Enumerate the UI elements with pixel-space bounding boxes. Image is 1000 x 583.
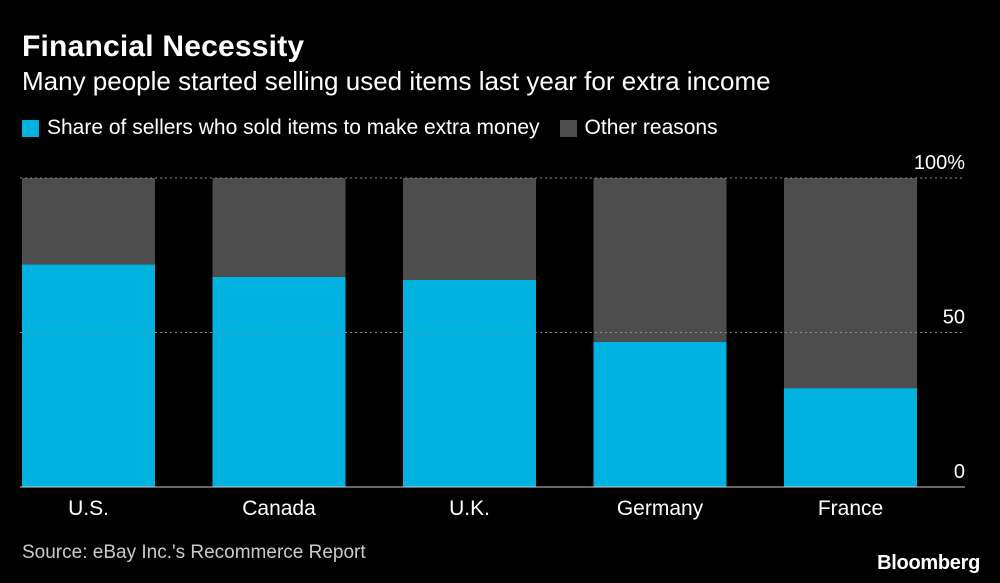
bar-other-reasons-1 [212, 178, 346, 277]
legend-item-other-reasons: Other reasons [559, 116, 718, 140]
chart-subtitle: Many people started selling used items l… [22, 66, 771, 96]
bar-extra-money-3 [593, 341, 727, 487]
bar-other-reasons-3 [593, 178, 727, 342]
legend-item-extra-money: Share of sellers who sold items to make … [22, 116, 540, 140]
bar-extra-money-0 [22, 264, 155, 487]
bar-extra-money-4 [784, 388, 917, 487]
bar-other-reasons-2 [403, 178, 536, 280]
legend-label-extra-money: Share of sellers who sold items to make … [47, 116, 540, 139]
bar-extra-money-2 [403, 279, 536, 487]
x-tick-label-0: U.S. [68, 497, 109, 520]
legend-swatch-other-reasons [559, 119, 577, 137]
chart-legend: Share of sellers who sold items to make … [22, 116, 738, 140]
bloomberg-logo: Bloomberg [877, 552, 980, 574]
source-note: Source: eBay Inc.'s Recommerce Report [22, 542, 366, 563]
x-tick-label-4: France [818, 497, 883, 520]
chart-title: Financial Necessity [22, 30, 305, 63]
legend-label-other-reasons: Other reasons [584, 116, 718, 139]
y-tick-label-2: 100% [914, 152, 965, 174]
x-tick-label-1: Canada [242, 497, 316, 520]
y-tick-label-1: 50 [943, 307, 965, 329]
x-tick-label-2: U.K. [449, 497, 490, 520]
legend-swatch-extra-money [22, 119, 39, 137]
bar-other-reasons-4 [784, 178, 917, 389]
y-tick-label-0: 0 [954, 461, 965, 483]
x-tick-label-3: Germany [617, 497, 704, 520]
bar-extra-money-1 [212, 276, 346, 487]
bar-other-reasons-0 [22, 178, 155, 265]
